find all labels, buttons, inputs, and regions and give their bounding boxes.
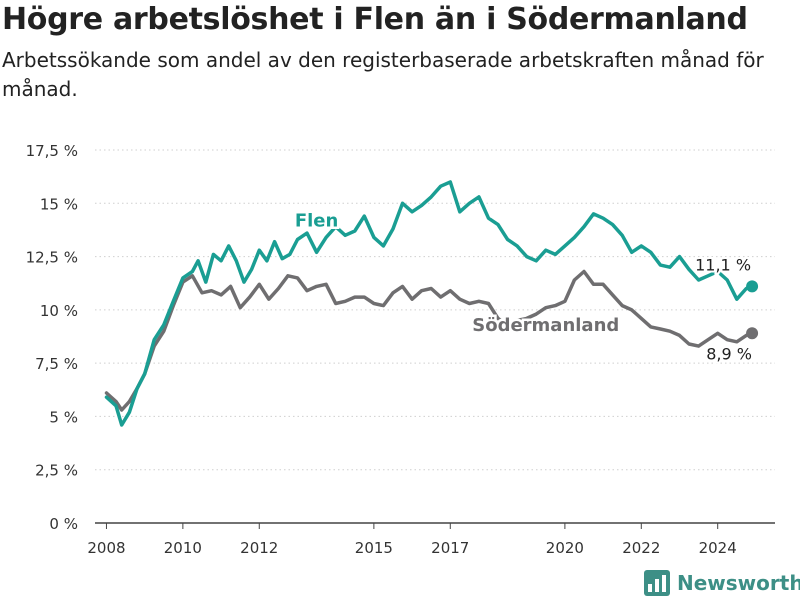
newsworthy-logo: Newsworthy	[644, 568, 800, 598]
y-tick-label: 2,5 %	[35, 462, 78, 480]
series-end-point	[746, 327, 759, 340]
x-tick-label: 2020	[546, 539, 584, 557]
series-end-label: 8,9 %	[706, 344, 752, 363]
x-tick-label: 2024	[699, 539, 737, 557]
chart-title: Högre arbetslöshet i Flen än i Södermanl…	[2, 2, 748, 37]
y-tick-label: 7,5 %	[35, 355, 78, 373]
y-tick-label: 5 %	[49, 408, 78, 426]
chart-subtitle: Arbetssökande som andel av den registerb…	[2, 48, 764, 101]
series-name-label: Södermanland	[472, 315, 619, 336]
series-line	[104, 269, 754, 412]
series-name-label: Flen	[295, 211, 339, 232]
y-tick-label: 12,5 %	[26, 249, 78, 267]
brand-name: Newsworthy	[677, 571, 800, 595]
y-tick-label: 0 %	[49, 515, 78, 533]
x-tick-label: 2010	[164, 539, 202, 557]
x-tick-label: 2017	[431, 539, 469, 557]
x-tick-label: 2008	[87, 539, 125, 557]
x-tick-label: 2012	[240, 539, 278, 557]
y-tick-label: 17,5 %	[26, 142, 78, 160]
y-tick-label: 10 %	[40, 302, 78, 320]
series-line	[104, 180, 754, 427]
series-end-label: 11,1 %	[695, 255, 751, 274]
x-tick-label: 2022	[622, 539, 660, 557]
y-tick-label: 15 %	[40, 195, 78, 213]
series-end-point	[746, 280, 759, 293]
newsworthy-bar-chart-icon	[644, 570, 670, 596]
x-tick-label: 2015	[355, 539, 393, 557]
